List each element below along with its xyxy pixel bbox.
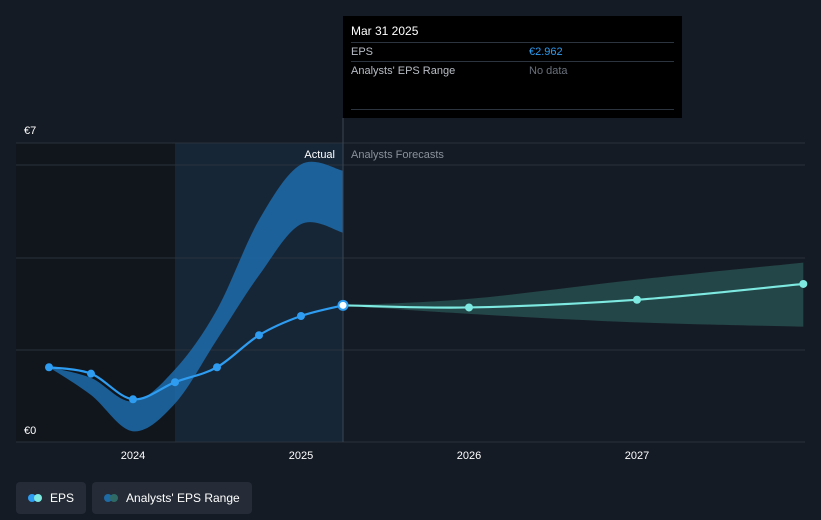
- eps-actual-point[interactable]: [213, 363, 221, 372]
- tooltip-row-eps: EPS €2.962: [351, 42, 674, 61]
- eps-highlight-point[interactable]: [337, 299, 349, 311]
- eps-actual-point[interactable]: [129, 395, 137, 404]
- y-tick-label-min: €0: [24, 425, 36, 437]
- legend-swatch-icon: [104, 494, 119, 502]
- y-tick-label-max: €7: [24, 125, 36, 137]
- tooltip: Mar 31 2025 EPS €2.962 Analysts' EPS Ran…: [343, 16, 682, 118]
- eps-forecast-point[interactable]: [799, 279, 808, 288]
- legend: EPS Analysts' EPS Range: [16, 482, 252, 514]
- tooltip-label: EPS: [351, 46, 374, 58]
- tooltip-label: Analysts' EPS Range: [351, 65, 456, 77]
- legend-label: Analysts' EPS Range: [126, 491, 240, 505]
- actual-eps-range-band: [49, 161, 343, 432]
- eps-forecast-point[interactable]: [633, 295, 641, 304]
- tooltip-divider: [351, 109, 674, 110]
- tooltip-value: €2.962: [529, 46, 563, 58]
- actual-label: Actual: [304, 149, 335, 161]
- forecast-label: Analysts Forecasts: [351, 149, 444, 161]
- tooltip-date: Mar 31 2025: [351, 24, 419, 38]
- eps-actual-point[interactable]: [171, 378, 179, 387]
- x-tick-label: 2026: [457, 450, 481, 462]
- forecast-eps-range-band: [343, 262, 804, 327]
- x-tick-label: 2024: [121, 450, 145, 462]
- x-tick-label: 2027: [625, 450, 649, 462]
- legend-swatch-icon: [28, 494, 42, 502]
- eps-actual-point[interactable]: [255, 331, 263, 340]
- tooltip-row-range: Analysts' EPS Range No data: [351, 61, 674, 80]
- eps-actual-point[interactable]: [87, 369, 95, 378]
- x-tick-label: 2025: [289, 450, 313, 462]
- eps-actual-point[interactable]: [45, 363, 53, 372]
- legend-item-eps-range[interactable]: Analysts' EPS Range: [92, 482, 252, 514]
- eps-forecast-line: [342, 282, 804, 309]
- legend-item-eps[interactable]: EPS: [16, 482, 87, 514]
- eps-forecast-point[interactable]: [465, 303, 473, 312]
- gridlines: [16, 142, 805, 443]
- legend-label: EPS: [50, 491, 75, 505]
- eps-actual-point[interactable]: [297, 311, 305, 320]
- tooltip-value: No data: [529, 65, 568, 77]
